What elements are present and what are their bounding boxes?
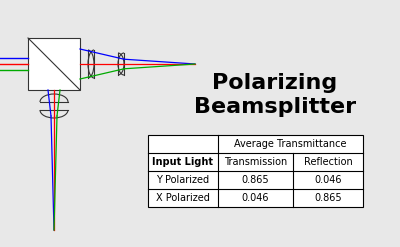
Text: Reflection: Reflection	[304, 157, 352, 167]
Text: Transmission: Transmission	[224, 157, 287, 167]
Text: X Polarized: X Polarized	[156, 193, 210, 203]
Bar	[148, 135, 363, 207]
Text: 0.865: 0.865	[314, 193, 342, 203]
Bar	[28, 38, 80, 90]
Text: 0.046: 0.046	[314, 175, 342, 185]
Text: Polarizing
Beamsplitter: Polarizing Beamsplitter	[194, 73, 356, 117]
Text: Y Polarized: Y Polarized	[156, 175, 210, 185]
Text: 0.046: 0.046	[242, 193, 269, 203]
Text: Average Transmittance: Average Transmittance	[234, 139, 347, 149]
Text: 0.865: 0.865	[242, 175, 269, 185]
Text: Input Light: Input Light	[152, 157, 214, 167]
